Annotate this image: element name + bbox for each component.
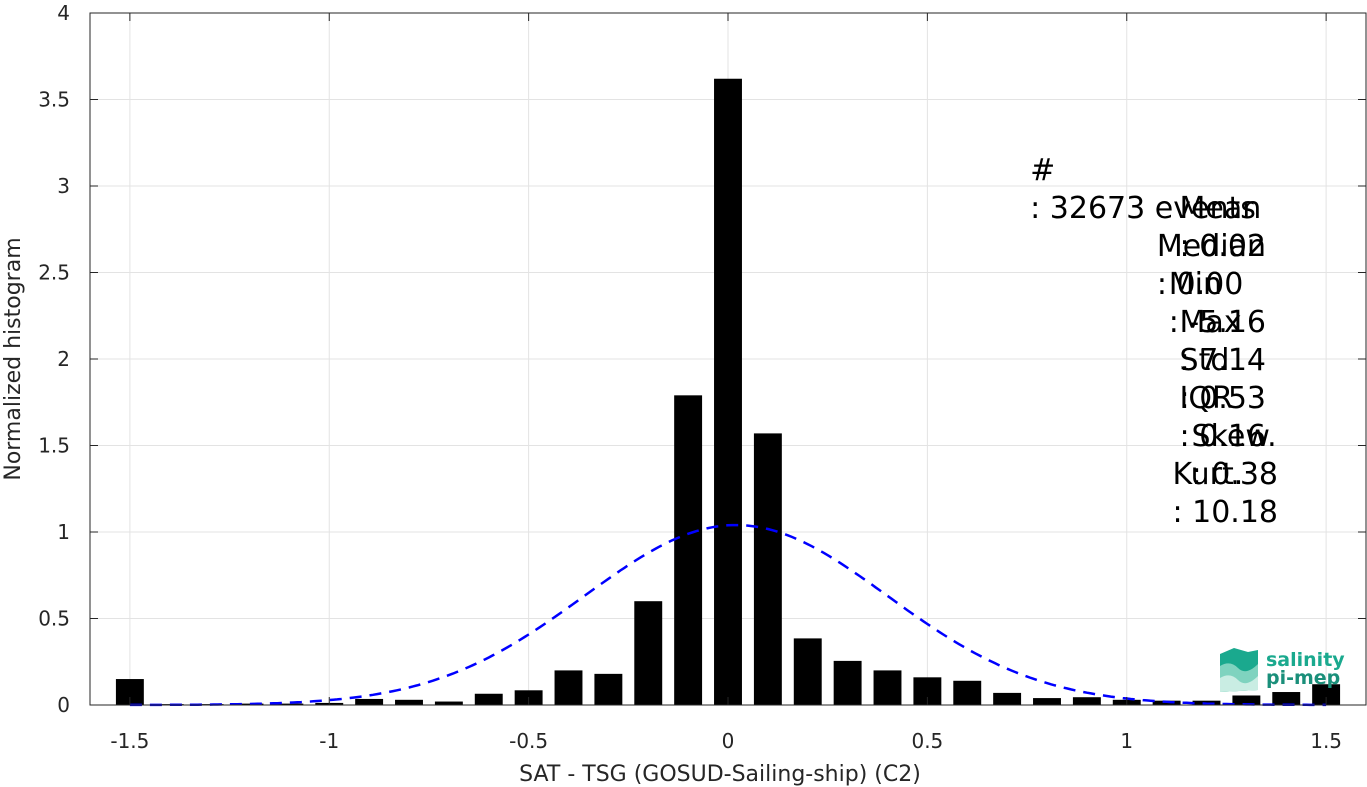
stat-std: Std : 0.53 (1141, 304, 1266, 456)
histogram-bar (753, 433, 782, 705)
y-tick-label: 4 (57, 1, 70, 25)
histogram-bar (1312, 684, 1341, 705)
stat-count: # : 32673 events (992, 114, 1256, 266)
histogram-bar (953, 680, 982, 705)
logo-line-1: salinity (1266, 649, 1345, 671)
x-tick-label: 0 (722, 729, 735, 753)
x-tick-label: -0.5 (509, 729, 548, 753)
histogram-bar (634, 601, 663, 705)
histogram-bar (1033, 698, 1061, 705)
bars (115, 78, 1341, 706)
stat-max-value: : 7.14 (1179, 343, 1266, 378)
stat-max: Max : 7.14 (1141, 266, 1266, 418)
histogram-bar (355, 698, 384, 705)
stat-mean: Mean : 0.02 (1141, 152, 1266, 304)
stat-kurt-label: Kurt. (1172, 457, 1244, 492)
histogram-bar (1072, 697, 1101, 705)
stat-median-label: Median (1156, 229, 1266, 264)
y-tick-label: 1.5 (38, 434, 70, 458)
histogram-bar (275, 703, 304, 705)
histogram-bar (594, 673, 623, 705)
histogram-bar (714, 78, 742, 706)
stat-iqr-value: : 0.16 (1179, 419, 1266, 454)
x-axis-ticks: -1.5 -1 -0.5 0 0.5 1 1.5 (110, 13, 1342, 753)
stat-kurt: Kurt. : 10.18 (1134, 418, 1278, 570)
stat-mean-value: : 0.02 (1179, 229, 1266, 264)
y-tick-label: 1 (57, 520, 70, 544)
stat-std-value: : 0.53 (1179, 381, 1266, 416)
stat-max-label: Max (1179, 305, 1242, 340)
wave-logo-icon (1220, 648, 1258, 692)
x-tick-label: -1.5 (110, 729, 149, 753)
y-tick-label: 3 (57, 174, 70, 198)
x-tick-label: 1 (1120, 729, 1133, 753)
stat-min-label: Min (1168, 267, 1222, 302)
x-tick-label: -1 (319, 729, 339, 753)
x-axis-label: SAT - TSG (GOSUD-Sailing-ship) (C2) (519, 762, 921, 787)
histogram-bar (474, 693, 503, 705)
y-tick-label: 0.5 (38, 607, 70, 631)
stat-count-value: : 32673 events (1030, 191, 1256, 226)
stat-count-label: # (1030, 153, 1056, 188)
stat-skew: Skew. : 0.38 (1153, 380, 1278, 532)
stat-iqr: IQR : 0.16 (1141, 342, 1266, 494)
stat-mean-label: Mean (1179, 191, 1262, 226)
stat-median-value: : 0.00 (1156, 267, 1244, 302)
histogram-bar (674, 395, 703, 705)
stat-kurt-value: : 10.18 (1172, 495, 1278, 530)
histogram-bar (235, 703, 264, 705)
histogram-bar (873, 670, 902, 705)
histogram-bar (1232, 695, 1261, 705)
y-tick-label: 3.5 (38, 88, 70, 112)
x-tick-label: 1.5 (1310, 729, 1342, 753)
salinity-pimep-logo: salinity pi-mep (1216, 646, 1346, 694)
histogram-bar (395, 699, 423, 705)
histogram-bar (554, 670, 583, 705)
histogram-bar (793, 638, 822, 705)
y-tick-label: 2.5 (38, 261, 70, 285)
stat-iqr-label: IQR (1179, 381, 1233, 416)
stat-min: Min : -5.16 (1131, 228, 1266, 380)
y-axis-label: Normalized histogram (1, 237, 26, 480)
stat-skew-value: : 0.38 (1191, 457, 1278, 492)
y-axis-ticks: 0 0.5 1 1.5 2 2.5 3 3.5 4 (38, 1, 1366, 717)
stat-min-value: : -5.16 (1168, 305, 1266, 340)
stat-skew-label: Skew. (1191, 419, 1277, 454)
histogram-bar (1272, 692, 1301, 705)
histogram-bar (833, 660, 862, 705)
logo-line-2: pi-mep (1266, 667, 1341, 689)
histogram-bar (434, 701, 463, 705)
stat-std-label: Std (1179, 343, 1230, 378)
y-tick-label: 2 (57, 347, 70, 371)
x-tick-label: 0.5 (911, 729, 943, 753)
stat-median: Median : 0.00 (1119, 190, 1266, 342)
histogram-bar (993, 692, 1022, 705)
y-tick-label: 0 (57, 693, 70, 717)
